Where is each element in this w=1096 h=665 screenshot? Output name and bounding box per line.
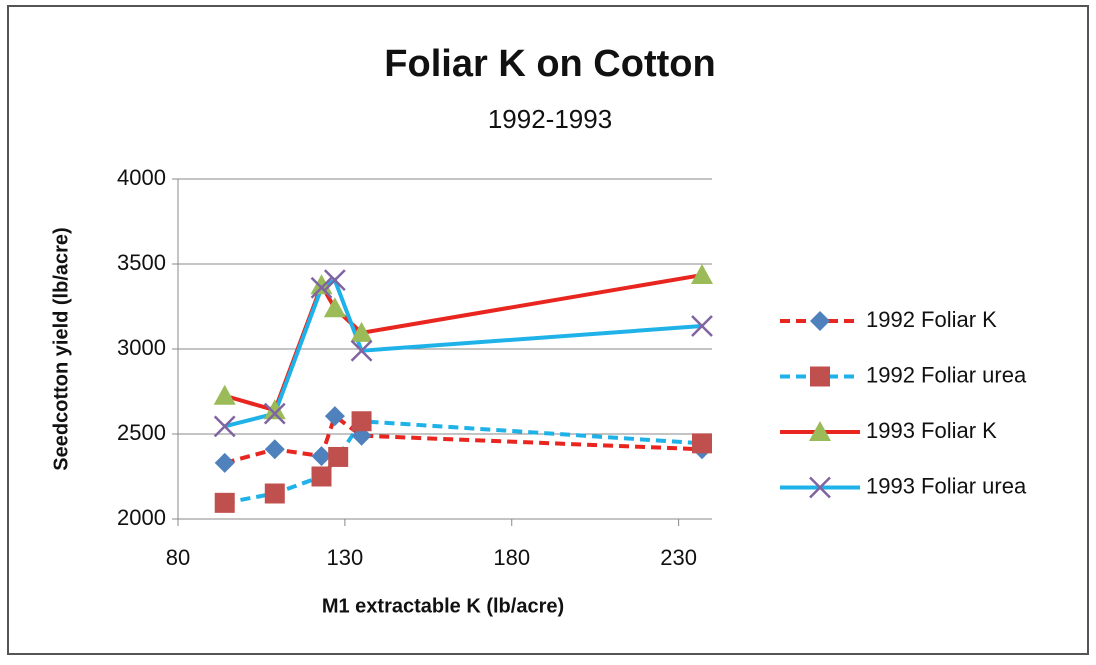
marker-x	[691, 315, 713, 337]
marker-x	[350, 339, 373, 362]
y-tick-label: 2500	[117, 420, 166, 445]
legend-label: 1992 Foliar K	[866, 307, 997, 332]
chart-subtitle: 1992-1993	[488, 104, 612, 134]
y-tick-label: 2000	[117, 505, 166, 530]
marker-diamond	[311, 446, 332, 467]
marker-diamond	[264, 439, 285, 460]
chart-frame	[7, 5, 1089, 655]
x-tick-label: 130	[327, 545, 364, 570]
x-tick-label: 80	[166, 545, 190, 570]
marker-square	[328, 446, 349, 467]
marker-diamond	[810, 311, 830, 331]
x-tick-label: 180	[493, 545, 530, 570]
marker-diamond	[324, 406, 345, 427]
marker-triangle	[213, 384, 236, 405]
legend-label: 1992 Foliar urea	[866, 362, 1027, 387]
marker-diamond	[214, 452, 235, 473]
y-tick-label: 4000	[117, 165, 166, 190]
legend-label: 1993 Foliar urea	[866, 473, 1027, 498]
marker-x	[213, 415, 236, 438]
y-tick-label: 3500	[117, 250, 166, 275]
marker-triangle	[809, 421, 831, 441]
x-tick-label: 230	[660, 545, 697, 570]
marker-square	[264, 483, 285, 504]
marker-square	[691, 433, 712, 454]
series-line	[224, 273, 703, 413]
legend-label: 1993 Foliar K	[866, 418, 997, 443]
marker-x	[809, 476, 831, 499]
marker-square	[810, 366, 830, 387]
marker-x	[263, 402, 286, 425]
y-tick-label: 3000	[117, 335, 166, 360]
marker-square	[214, 492, 235, 513]
marker-square	[311, 466, 332, 487]
marker-triangle	[350, 321, 373, 342]
y-axis-label: Seedcotton yield (lb/acre)	[50, 227, 72, 470]
chart-title: Foliar K on Cotton	[384, 43, 715, 85]
marker-x	[310, 276, 333, 299]
marker-triangle	[690, 264, 713, 285]
x-axis-label: M1 extractable K (lb/acre)	[322, 595, 564, 617]
marker-triangle	[263, 399, 286, 420]
series-line	[224, 412, 703, 465]
marker-square	[351, 411, 372, 432]
marker-x	[323, 269, 346, 292]
marker-triangle	[323, 297, 346, 318]
